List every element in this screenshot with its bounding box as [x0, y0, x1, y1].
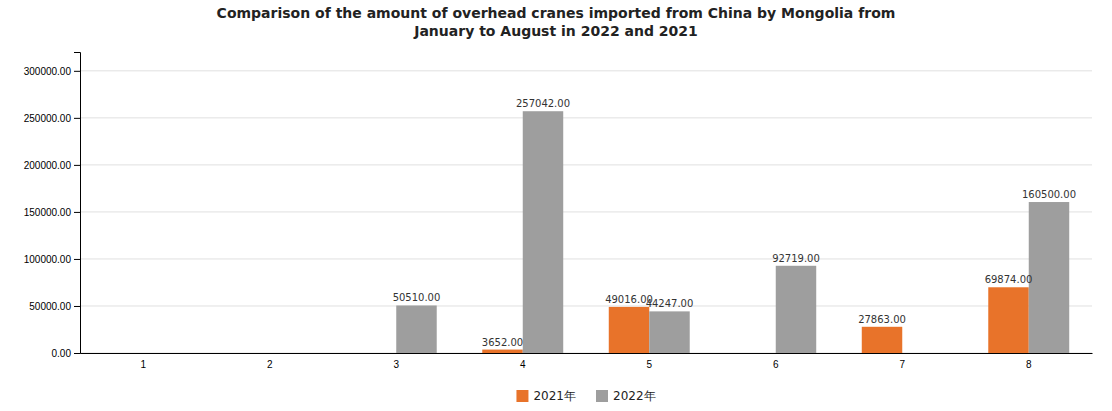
- data-label: 160500.00: [1022, 189, 1076, 200]
- x-tick: 7: [899, 359, 905, 370]
- bar: [523, 111, 563, 353]
- y-tick-label: 200000.00: [24, 160, 72, 171]
- y-axis: 0.00 50000.00 100000.00 150000.00 200000.00 2…: [24, 53, 81, 359]
- x-tick: 1: [140, 359, 146, 370]
- y-axis-line: [74, 53, 81, 354]
- x-axis-line: [81, 353, 1093, 354]
- x-tick: 8: [1026, 359, 1032, 370]
- y-tick-mark: [74, 353, 80, 354]
- legend-item: 2021年: [516, 389, 576, 403]
- bar: [103, 353, 143, 354]
- x-tick-label: 3: [393, 359, 399, 370]
- bar: [396, 305, 436, 353]
- bar: [270, 353, 310, 354]
- bar: [356, 353, 396, 354]
- bar: [735, 353, 775, 354]
- y-tick: 50000.00: [29, 301, 80, 312]
- x-tick-label: 6: [773, 359, 779, 370]
- bar: [902, 353, 942, 354]
- title: Comparison of the amount of overhead cra…: [217, 5, 896, 39]
- grid-line: [80, 258, 1092, 259]
- data-labels: 3652.0049016.0027863.0069874.0050510.002…: [393, 98, 1076, 347]
- bar-series: [482, 287, 1028, 353]
- grid-line: [80, 305, 1092, 306]
- x-tick: 5: [646, 359, 652, 370]
- y-tick-label: 50000.00: [29, 301, 71, 312]
- bar: [143, 353, 183, 354]
- grid-line: [80, 353, 1092, 354]
- legend: 2021年 2022年: [516, 389, 655, 403]
- data-label: 27863.00: [858, 314, 906, 325]
- x-tick: 4: [520, 359, 526, 370]
- y-tick: 300000.00: [24, 66, 80, 77]
- y-tick-mark: [74, 306, 80, 307]
- grid-line: [80, 117, 1092, 118]
- y-tick-label: 300000.00: [24, 66, 72, 77]
- y-tick-label: 250000.00: [24, 113, 72, 124]
- y-tick-mark: [74, 165, 80, 166]
- x-tick-label: 7: [899, 359, 905, 370]
- y-tick-mark: [74, 118, 80, 119]
- x-tick-label: 1: [140, 359, 146, 370]
- x-tick-label: 5: [646, 359, 652, 370]
- x-tick: 2: [267, 359, 273, 370]
- bars: [396, 111, 1069, 353]
- bar: [649, 311, 689, 353]
- grid-line: [80, 164, 1092, 165]
- bar: [609, 307, 649, 353]
- y-tick: 250000.00: [24, 113, 80, 124]
- legend-item: 2022年: [596, 389, 656, 403]
- data-label: 69874.00: [985, 274, 1033, 285]
- y-tick: 150000.00: [24, 207, 80, 218]
- y-tick-mark: [74, 212, 80, 213]
- x-tick-label: 2: [267, 359, 273, 370]
- x-tick-label: 4: [520, 359, 526, 370]
- bar: [862, 327, 902, 353]
- y-tick: 200000.00: [24, 160, 80, 171]
- x-tick: 6: [773, 359, 779, 370]
- bar: [776, 266, 816, 353]
- legend-label: 2022年: [613, 389, 656, 403]
- grid-line: [80, 211, 1092, 212]
- plot: 3652.0049016.0027863.0069874.0050510.002…: [24, 53, 1093, 371]
- x-axis: 1 2 3 4 5 6 7 8: [81, 354, 1093, 371]
- legend-swatch: [516, 390, 528, 402]
- bar: [988, 287, 1028, 353]
- bar: [482, 350, 522, 353]
- bar-series: [396, 111, 1069, 353]
- y-tick: 0.00: [52, 348, 80, 359]
- legend-label: 2021年: [533, 389, 576, 403]
- y-tick-label: 0.00: [52, 348, 72, 359]
- grid-line: [80, 70, 1092, 71]
- y-tick-label: 150000.00: [24, 207, 72, 218]
- y-tick-mark: [74, 259, 80, 260]
- data-label: 44247.00: [646, 298, 694, 309]
- y-tick-mark: [74, 71, 80, 72]
- bar: [229, 353, 269, 354]
- legend-swatch: [596, 390, 608, 402]
- data-label: 257042.00: [516, 98, 570, 109]
- data-label: 50510.00: [393, 292, 441, 303]
- x-tick: 3: [393, 359, 399, 370]
- data-label: 3652.00: [482, 337, 523, 348]
- data-label: 92719.00: [772, 253, 820, 264]
- y-tick: 100000.00: [24, 254, 80, 265]
- y-tick-label: 100000.00: [24, 254, 72, 265]
- bar: [1029, 202, 1069, 353]
- chart: Comparison of the amount of overhead cra…: [0, 0, 1112, 411]
- grid: [80, 71, 1092, 353]
- x-tick-label: 8: [1026, 359, 1032, 370]
